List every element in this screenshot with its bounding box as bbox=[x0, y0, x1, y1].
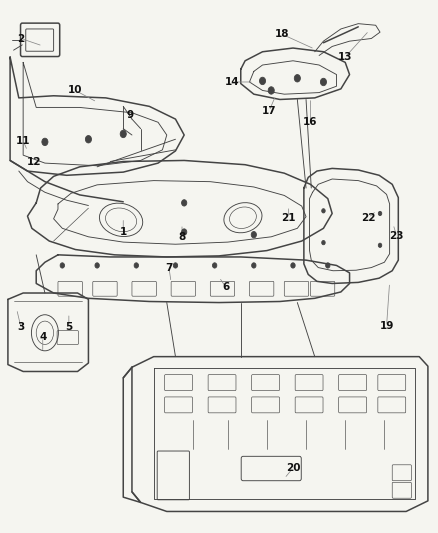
Text: 19: 19 bbox=[379, 321, 394, 331]
Text: 7: 7 bbox=[165, 263, 173, 272]
Text: 20: 20 bbox=[286, 463, 300, 473]
Circle shape bbox=[120, 130, 126, 138]
Text: 22: 22 bbox=[361, 213, 375, 223]
Circle shape bbox=[212, 263, 217, 268]
Circle shape bbox=[95, 263, 99, 268]
Text: 4: 4 bbox=[39, 332, 46, 342]
Circle shape bbox=[321, 78, 326, 86]
Text: 6: 6 bbox=[222, 281, 229, 292]
Circle shape bbox=[259, 77, 265, 85]
Circle shape bbox=[325, 263, 330, 268]
Circle shape bbox=[42, 138, 48, 146]
Circle shape bbox=[252, 263, 256, 268]
Text: 18: 18 bbox=[275, 29, 290, 39]
Text: 17: 17 bbox=[262, 106, 276, 116]
Text: 5: 5 bbox=[65, 322, 72, 333]
Circle shape bbox=[291, 263, 295, 268]
Circle shape bbox=[173, 263, 178, 268]
Text: 13: 13 bbox=[338, 52, 353, 62]
Circle shape bbox=[182, 229, 187, 235]
Circle shape bbox=[85, 135, 92, 143]
Text: 8: 8 bbox=[178, 232, 186, 243]
Text: 3: 3 bbox=[18, 322, 25, 333]
Circle shape bbox=[182, 200, 187, 206]
Text: 11: 11 bbox=[16, 136, 30, 146]
Text: 21: 21 bbox=[281, 213, 296, 223]
Text: 12: 12 bbox=[27, 157, 41, 166]
Circle shape bbox=[60, 263, 64, 268]
Circle shape bbox=[251, 231, 256, 238]
Text: 1: 1 bbox=[120, 227, 127, 237]
Text: 16: 16 bbox=[303, 117, 318, 127]
Text: 23: 23 bbox=[389, 231, 404, 241]
Text: 10: 10 bbox=[68, 85, 83, 95]
Circle shape bbox=[322, 240, 325, 245]
Circle shape bbox=[268, 87, 274, 94]
Circle shape bbox=[378, 212, 382, 216]
Text: 2: 2 bbox=[18, 34, 25, 44]
Circle shape bbox=[294, 75, 300, 82]
Circle shape bbox=[378, 243, 382, 247]
Text: 9: 9 bbox=[126, 110, 133, 120]
Circle shape bbox=[322, 209, 325, 213]
Text: 14: 14 bbox=[225, 77, 240, 87]
Circle shape bbox=[134, 263, 138, 268]
